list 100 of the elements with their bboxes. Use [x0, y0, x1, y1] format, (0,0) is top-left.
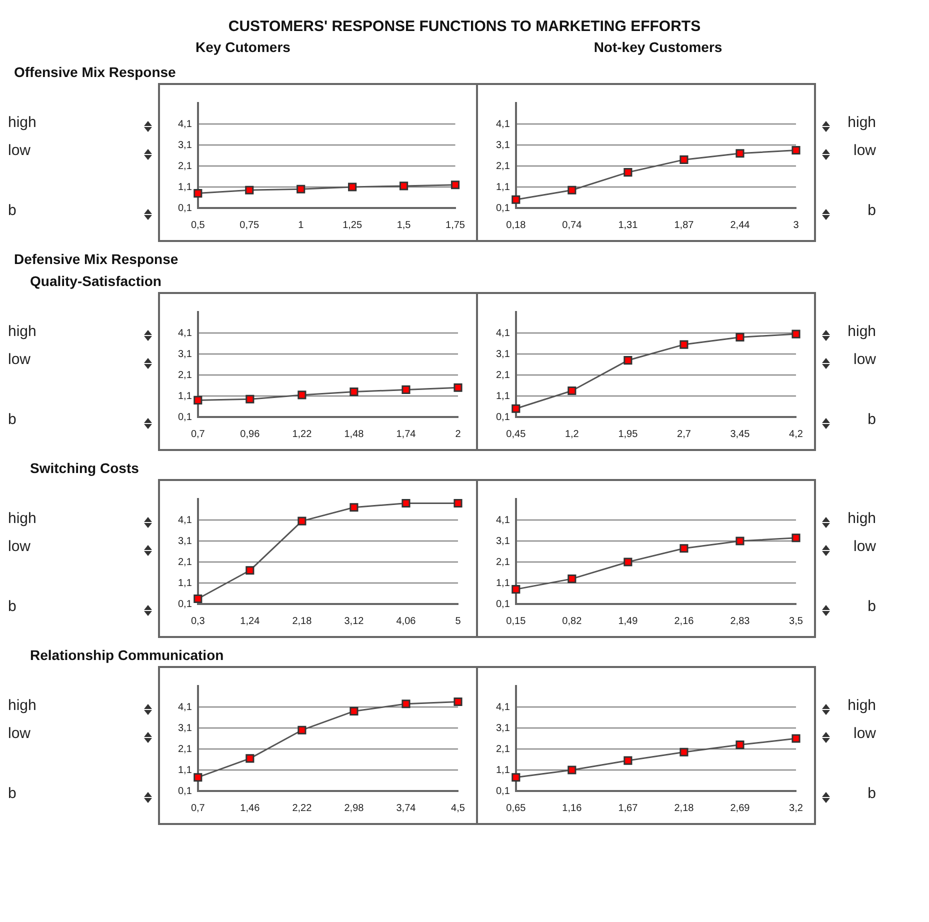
- point: [298, 726, 306, 734]
- y-tick-label: 2,1: [178, 160, 192, 172]
- y-tick-label: 1,1: [496, 390, 510, 402]
- y-tick-label: 4,1: [496, 328, 510, 339]
- chart-subtitle: Key Cutomers: [194, 39, 292, 55]
- y-tick-label: 0,1: [178, 598, 192, 610]
- text: low: [8, 725, 31, 742]
- x-tick-label: 0,96: [240, 428, 260, 440]
- text: b: [8, 202, 16, 219]
- text: high: [848, 697, 876, 714]
- x-tick-label: 1,48: [344, 428, 364, 440]
- x-tick-label: 1,25: [342, 220, 362, 231]
- text: low: [8, 142, 31, 159]
- x-tick-label: 2,18: [674, 802, 694, 814]
- x-tick-label: 0,5: [190, 220, 206, 231]
- y-tick-label: 3,1: [178, 348, 192, 360]
- point: [512, 195, 520, 204]
- text: Relationship Communication: [29, 646, 225, 665]
- x-tick-label: 1,87: [674, 220, 694, 231]
- point: [400, 182, 408, 190]
- point: [792, 330, 800, 338]
- text: b: [868, 785, 876, 802]
- text: high: [848, 510, 876, 527]
- y-tick-label: 3,1: [178, 536, 192, 547]
- y-tick-label: 3,1: [496, 140, 510, 151]
- y-tick-label: 4,1: [496, 702, 510, 713]
- x-tick-label: 1,5: [396, 220, 412, 231]
- y-tick-label: 1,1: [178, 390, 192, 402]
- point: [194, 189, 202, 198]
- x-tick-label: 1,75: [446, 220, 466, 231]
- y-tick-label: 0,1: [496, 786, 510, 797]
- point: [246, 754, 254, 763]
- point: [792, 146, 800, 155]
- text: b: [8, 598, 16, 615]
- point: [568, 574, 576, 584]
- text: high: [848, 114, 876, 131]
- x-tick-label: 3: [793, 220, 800, 231]
- x-tick-label: 0,18: [506, 220, 526, 231]
- point: [350, 388, 358, 396]
- point: [245, 186, 254, 194]
- x-tick-label: 2,7: [677, 428, 692, 440]
- point: [246, 394, 254, 404]
- x-tick-label: 0,45: [506, 428, 526, 440]
- point: [454, 383, 462, 392]
- y-tick-label: 0,1: [178, 786, 192, 797]
- y-tick-label: 4,1: [496, 514, 510, 526]
- text: high: [8, 510, 36, 527]
- point: [736, 536, 744, 546]
- y-tick-label: 0,1: [178, 202, 192, 214]
- x-tick-label: 1,49: [618, 616, 638, 627]
- y-tick-label: 0,1: [496, 202, 510, 214]
- x-tick-label: 1: [298, 220, 304, 231]
- x-tick-label: 0,15: [506, 616, 526, 627]
- point: [736, 740, 744, 750]
- y-tick-label: 3,1: [496, 536, 510, 547]
- x-tick-label: 3,5: [789, 616, 804, 627]
- x-tick-label: 0,7: [190, 802, 206, 814]
- y-tick-label: 3,1: [178, 140, 192, 151]
- point: [680, 544, 688, 553]
- text: high: [848, 323, 876, 340]
- point: [512, 404, 520, 413]
- text: b: [868, 598, 876, 615]
- y-tick-label: 4,1: [178, 118, 192, 130]
- y-tick-label: 2,1: [496, 744, 510, 755]
- x-tick-label: 1,46: [240, 802, 260, 814]
- y-tick-label: 0,1: [496, 412, 510, 423]
- y-tick-label: 3,1: [496, 348, 510, 360]
- chart-subtitle: Not-key Customers: [592, 39, 724, 55]
- point: [194, 594, 202, 604]
- x-tick-label: 2,83: [730, 616, 750, 627]
- point: [568, 386, 576, 396]
- y-tick-label: 2,1: [496, 556, 510, 568]
- point: [736, 332, 744, 342]
- text: Defensive Mix Response: [13, 250, 180, 269]
- y-tick-label: 4,1: [178, 328, 192, 339]
- point: [296, 184, 306, 194]
- x-tick-label: 1,67: [618, 802, 638, 814]
- text: high: [8, 114, 36, 131]
- y-tick-label: 4,1: [496, 118, 510, 130]
- point: [680, 155, 688, 164]
- x-tick-label: 1,16: [562, 802, 582, 814]
- text: Switching Costs: [29, 459, 140, 478]
- x-tick-label: 2,69: [730, 802, 750, 814]
- x-tick-label: 0,65: [506, 802, 526, 814]
- y-tick-label: 1,1: [178, 182, 192, 193]
- x-tick-label: 1,24: [240, 616, 260, 627]
- point: [680, 748, 688, 756]
- x-tick-label: 0,75: [240, 220, 260, 231]
- point: [348, 182, 357, 192]
- x-tick-label: 5: [455, 616, 462, 627]
- x-tick-label: 1,95: [618, 428, 638, 440]
- x-tick-label: 2,16: [674, 616, 694, 627]
- text: low: [8, 351, 31, 368]
- x-tick-label: 1,31: [618, 220, 638, 231]
- point: [402, 499, 410, 508]
- text: low: [853, 142, 876, 159]
- x-tick-label: 2,98: [344, 802, 364, 814]
- point: [624, 558, 632, 566]
- y-tick-label: 3,1: [496, 722, 510, 734]
- x-tick-label: 0,74: [562, 220, 582, 231]
